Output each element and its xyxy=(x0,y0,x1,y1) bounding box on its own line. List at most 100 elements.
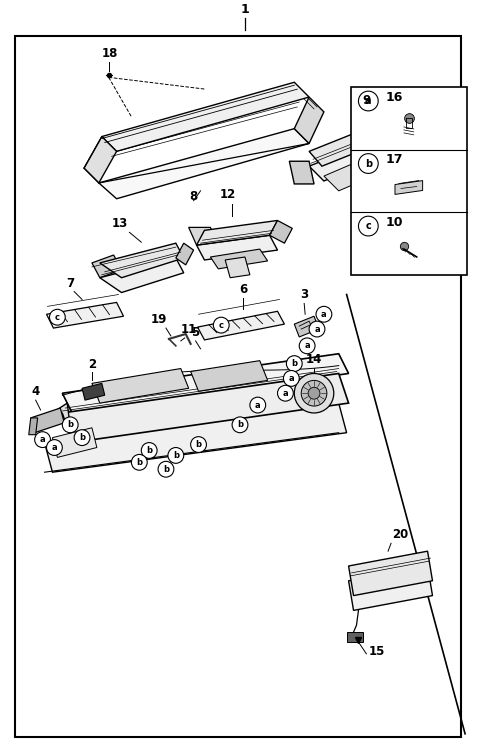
Circle shape xyxy=(359,92,378,111)
Text: 11: 11 xyxy=(180,323,197,336)
Polygon shape xyxy=(225,257,250,278)
Text: 19: 19 xyxy=(151,313,167,326)
Circle shape xyxy=(47,440,62,455)
Circle shape xyxy=(294,374,334,413)
Circle shape xyxy=(232,417,248,433)
Text: b: b xyxy=(146,446,152,455)
Text: 15: 15 xyxy=(368,645,384,658)
Polygon shape xyxy=(29,418,37,435)
Polygon shape xyxy=(52,427,97,458)
Polygon shape xyxy=(84,136,117,183)
Text: 5: 5 xyxy=(192,326,200,339)
Polygon shape xyxy=(198,311,285,340)
Text: 10: 10 xyxy=(385,215,403,229)
Text: b: b xyxy=(195,440,202,449)
Text: c: c xyxy=(55,313,60,322)
Polygon shape xyxy=(191,361,268,392)
Polygon shape xyxy=(197,236,277,260)
Text: b: b xyxy=(237,420,243,429)
Text: 9: 9 xyxy=(362,94,371,107)
Circle shape xyxy=(49,309,65,325)
Text: c: c xyxy=(219,320,224,329)
Polygon shape xyxy=(92,368,189,403)
Text: 16: 16 xyxy=(385,91,403,104)
Text: a: a xyxy=(40,435,46,444)
Polygon shape xyxy=(309,136,398,181)
Circle shape xyxy=(299,338,315,354)
Polygon shape xyxy=(348,551,432,596)
Polygon shape xyxy=(45,403,72,442)
Polygon shape xyxy=(62,374,348,442)
Circle shape xyxy=(316,306,332,322)
Polygon shape xyxy=(383,120,406,148)
Circle shape xyxy=(359,154,378,173)
Circle shape xyxy=(250,398,265,413)
Text: 12: 12 xyxy=(220,188,236,201)
Text: b: b xyxy=(365,158,372,169)
Polygon shape xyxy=(92,255,121,278)
Polygon shape xyxy=(100,258,184,292)
Text: a: a xyxy=(283,388,288,398)
Text: b: b xyxy=(291,359,297,368)
Text: 14: 14 xyxy=(306,352,322,365)
Text: 18: 18 xyxy=(102,46,118,59)
Polygon shape xyxy=(324,161,373,190)
Polygon shape xyxy=(82,383,105,400)
FancyBboxPatch shape xyxy=(350,87,467,274)
Text: c: c xyxy=(365,221,371,231)
Polygon shape xyxy=(176,243,193,265)
Text: a: a xyxy=(321,310,327,319)
Circle shape xyxy=(132,454,147,470)
Text: 20: 20 xyxy=(392,528,408,542)
Polygon shape xyxy=(100,243,184,278)
Polygon shape xyxy=(294,316,319,337)
Circle shape xyxy=(283,370,299,386)
Text: b: b xyxy=(79,433,85,442)
Polygon shape xyxy=(99,129,309,199)
Polygon shape xyxy=(102,82,309,152)
Text: a: a xyxy=(304,341,310,350)
Circle shape xyxy=(359,216,378,236)
Circle shape xyxy=(168,448,184,464)
Circle shape xyxy=(191,436,206,452)
Text: 3: 3 xyxy=(300,289,308,302)
Circle shape xyxy=(301,380,327,406)
Polygon shape xyxy=(348,566,432,610)
Text: b: b xyxy=(163,465,169,474)
Polygon shape xyxy=(31,408,64,433)
Polygon shape xyxy=(395,181,422,194)
Polygon shape xyxy=(189,227,218,245)
Circle shape xyxy=(309,321,325,337)
Polygon shape xyxy=(47,302,123,328)
Text: 2: 2 xyxy=(88,358,96,370)
Text: 1: 1 xyxy=(240,3,249,16)
Polygon shape xyxy=(45,403,347,472)
Polygon shape xyxy=(289,161,314,184)
Text: a: a xyxy=(365,96,372,106)
Circle shape xyxy=(287,356,302,371)
Circle shape xyxy=(158,461,174,477)
Polygon shape xyxy=(62,354,348,413)
Circle shape xyxy=(213,317,229,333)
Polygon shape xyxy=(197,220,277,245)
FancyBboxPatch shape xyxy=(15,36,461,736)
Circle shape xyxy=(141,442,157,458)
Polygon shape xyxy=(347,632,363,642)
Circle shape xyxy=(35,432,50,448)
Text: 6: 6 xyxy=(239,284,247,296)
Polygon shape xyxy=(294,97,324,143)
Circle shape xyxy=(74,430,90,445)
Text: 7: 7 xyxy=(66,277,74,290)
Polygon shape xyxy=(309,122,396,166)
Text: 4: 4 xyxy=(32,386,40,398)
Text: b: b xyxy=(173,451,179,460)
Text: a: a xyxy=(288,374,294,383)
Text: 13: 13 xyxy=(111,217,128,230)
Circle shape xyxy=(62,417,78,433)
Text: 17: 17 xyxy=(385,153,403,166)
Text: a: a xyxy=(255,400,261,410)
Polygon shape xyxy=(270,220,292,243)
Circle shape xyxy=(308,387,320,399)
Text: b: b xyxy=(67,420,73,429)
Text: b: b xyxy=(136,458,142,466)
